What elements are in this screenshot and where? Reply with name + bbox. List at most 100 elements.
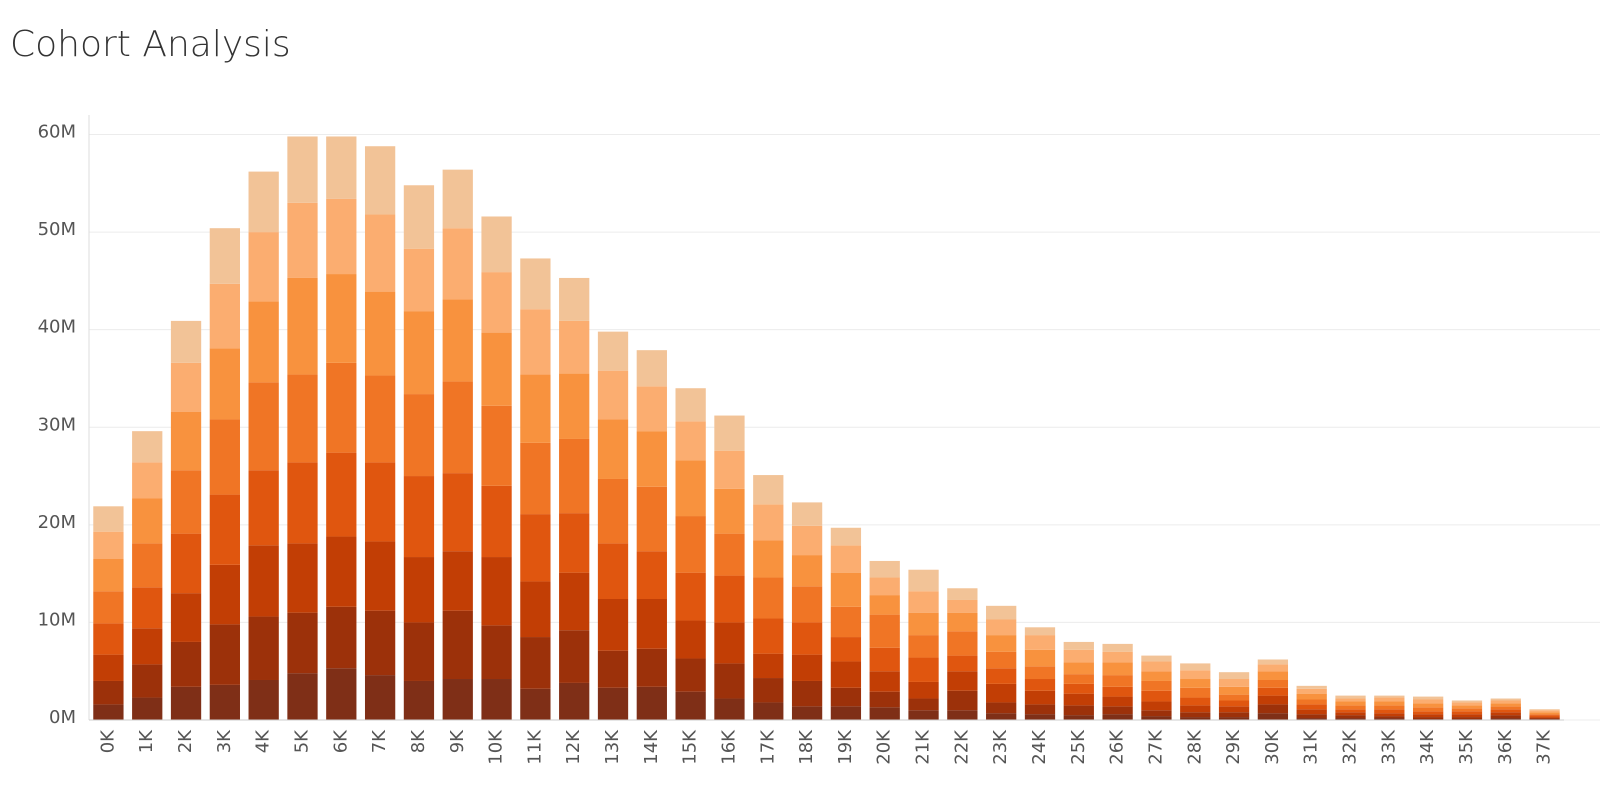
bar-segment bbox=[597, 543, 629, 599]
bar-segment bbox=[248, 301, 279, 383]
bar-segment bbox=[520, 374, 551, 443]
bar-segment bbox=[947, 631, 978, 656]
bar-segment bbox=[1257, 671, 1289, 680]
x-tick-label: 7K bbox=[369, 729, 390, 753]
bar-segment bbox=[364, 541, 396, 611]
bar-segment bbox=[675, 388, 706, 422]
bar-segment bbox=[559, 320, 590, 374]
bar-segment bbox=[1180, 663, 1211, 671]
x-tick-label: 14K bbox=[641, 729, 662, 765]
bar-segment bbox=[830, 606, 862, 638]
bar-segment bbox=[132, 628, 163, 665]
bar-segment bbox=[1490, 700, 1521, 704]
bar-segment bbox=[1063, 641, 1094, 650]
x-tick-label: 0K bbox=[97, 729, 118, 753]
bar-segment bbox=[1490, 706, 1521, 710]
x-tick-label: 21K bbox=[913, 729, 934, 765]
bar-segment bbox=[869, 647, 900, 672]
bar-segment bbox=[1490, 703, 1521, 707]
bar-segment bbox=[1024, 666, 1056, 680]
bar-segment bbox=[93, 704, 124, 720]
bar-segment bbox=[132, 498, 163, 544]
bar-segment bbox=[869, 577, 900, 596]
bar-segment bbox=[248, 382, 279, 471]
bar-segment bbox=[1335, 718, 1366, 720]
bar-segment bbox=[908, 591, 939, 613]
bar-segment bbox=[364, 462, 396, 542]
x-tick-label: 37K bbox=[1534, 729, 1555, 765]
bar-segment bbox=[714, 415, 745, 451]
x-tick-label: 10K bbox=[486, 729, 507, 765]
bar-segment bbox=[908, 710, 939, 720]
x-tick-label: 5K bbox=[291, 729, 312, 753]
bar-segment bbox=[986, 683, 1017, 703]
bar-segment bbox=[1335, 715, 1366, 719]
bar-segment bbox=[481, 485, 512, 558]
x-tick-label: 2K bbox=[175, 729, 196, 753]
bar-segment bbox=[287, 673, 318, 720]
bar-segment bbox=[1141, 690, 1172, 702]
bar-segment bbox=[908, 657, 939, 682]
bar-segment bbox=[170, 593, 202, 642]
bar-segment bbox=[1102, 662, 1133, 676]
bar-segment bbox=[1413, 707, 1444, 712]
bar-segment bbox=[442, 473, 473, 552]
bar-segment bbox=[714, 663, 745, 699]
bar-segment bbox=[830, 706, 862, 720]
bar-segment bbox=[791, 586, 823, 623]
bar-segment bbox=[326, 452, 357, 537]
bar-segment bbox=[1529, 714, 1560, 716]
x-tick-label: 27K bbox=[1145, 729, 1166, 765]
bar-segment bbox=[1490, 718, 1521, 720]
bar-segment bbox=[947, 655, 978, 672]
bar-segment bbox=[1141, 716, 1172, 720]
bar-segment bbox=[1024, 649, 1056, 667]
x-tick-label: 3K bbox=[214, 729, 235, 753]
bar-segment bbox=[170, 533, 202, 594]
bar-segment bbox=[675, 516, 706, 573]
bar-segment bbox=[1180, 712, 1211, 718]
bar-segment bbox=[986, 668, 1017, 684]
bar-segment bbox=[1451, 711, 1483, 715]
bar-segment bbox=[753, 618, 784, 654]
bar-segment bbox=[1024, 679, 1056, 691]
bar-segment bbox=[93, 506, 124, 532]
x-tick-label: 18K bbox=[796, 729, 817, 765]
bar-segment bbox=[559, 682, 590, 720]
bar-segment bbox=[636, 686, 667, 720]
bar-segment bbox=[403, 311, 435, 395]
bar-segment bbox=[714, 575, 745, 623]
bar-segment bbox=[1374, 705, 1405, 710]
bar-segment bbox=[1102, 686, 1133, 697]
bar-segment bbox=[1529, 715, 1560, 718]
bar-segment bbox=[1024, 704, 1056, 715]
bar-segment bbox=[869, 707, 900, 720]
bar-segment bbox=[287, 277, 318, 375]
bar-segment bbox=[364, 610, 396, 676]
bar-segment bbox=[1218, 694, 1250, 701]
bar-segment bbox=[1102, 651, 1133, 663]
bar-segment bbox=[1102, 696, 1133, 707]
bar-segment bbox=[403, 622, 435, 681]
bar-segment bbox=[597, 599, 629, 651]
bar-segment bbox=[675, 421, 706, 461]
bar-segment bbox=[403, 248, 435, 312]
bar-segment bbox=[1141, 671, 1172, 681]
bar-segment bbox=[791, 706, 823, 720]
bar-segment bbox=[170, 320, 202, 363]
x-tick-label: 6K bbox=[330, 729, 351, 753]
bar-segment bbox=[675, 460, 706, 517]
bar-segment bbox=[93, 558, 124, 592]
bar-segment bbox=[1413, 703, 1444, 708]
bar-segment bbox=[675, 620, 706, 659]
bar-segment bbox=[830, 572, 862, 607]
bar-segment bbox=[947, 710, 978, 720]
bar-segment bbox=[481, 332, 512, 406]
bar-segment bbox=[753, 540, 784, 578]
bar-segment bbox=[714, 698, 745, 720]
bar-segment bbox=[1296, 688, 1327, 694]
bar-segment bbox=[597, 331, 629, 371]
bar-segment bbox=[908, 612, 939, 636]
bar-segment bbox=[481, 216, 512, 273]
bar-segment bbox=[1490, 709, 1521, 713]
